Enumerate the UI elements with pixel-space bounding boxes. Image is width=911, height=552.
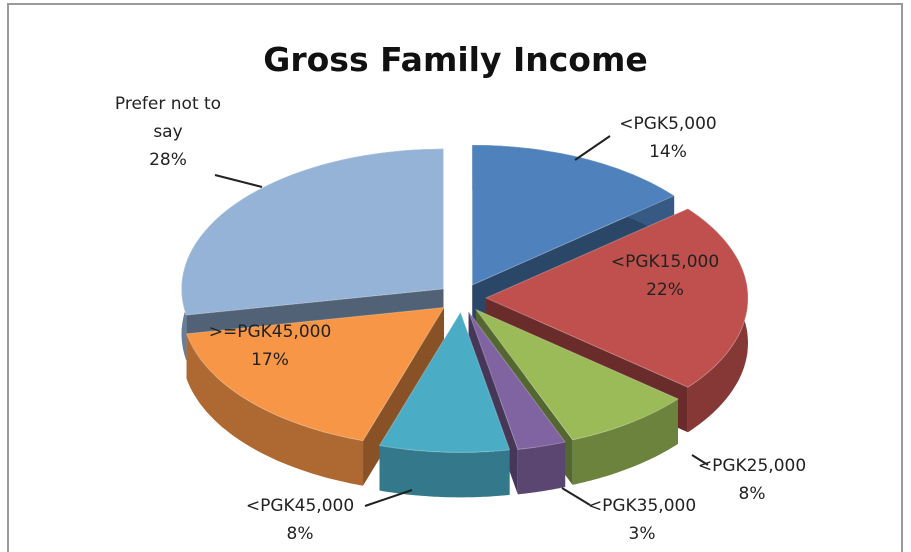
slice-top	[484, 208, 749, 388]
leader-line	[364, 489, 413, 507]
label-category: <PGK35,000	[587, 496, 697, 516]
slice-top	[471, 144, 676, 286]
slice-top	[468, 311, 566, 450]
data-label: >=PGK45,000 17%	[209, 318, 332, 374]
slice-wall	[379, 445, 510, 498]
leader-line	[214, 174, 263, 188]
label-category: <PGK15,000	[610, 252, 720, 272]
slice-top	[185, 306, 445, 442]
label-value: 3%	[628, 524, 656, 544]
slice-wall	[186, 333, 363, 486]
label-value: 8%	[286, 524, 314, 544]
label-category: <PGK45,000	[245, 496, 355, 516]
leader-line	[574, 135, 611, 161]
label-value: 14%	[649, 142, 687, 162]
slice-wall	[572, 398, 678, 485]
data-label: <PGK25,000 8%	[698, 452, 806, 508]
leader-line	[691, 454, 709, 466]
label-value: 8%	[738, 484, 766, 504]
label-category: Prefer not to say	[114, 94, 222, 142]
data-label: <PGK35,000 3%	[588, 492, 696, 548]
slice	[378, 311, 511, 498]
data-label: <PGK5,000 14%	[619, 110, 716, 166]
slice-top	[180, 148, 445, 316]
data-label: <PGK45,000 8%	[246, 492, 354, 548]
leader-line	[561, 487, 591, 506]
label-category: <PGK5,000	[619, 114, 717, 134]
slice-top	[474, 308, 680, 441]
slice-wall	[517, 442, 566, 495]
label-category: >=PGK45,000	[208, 322, 332, 342]
label-value: 22%	[646, 280, 684, 300]
label-value: 17%	[251, 350, 289, 370]
data-label: <PGK15,000 22%	[611, 248, 719, 304]
slice	[468, 311, 566, 495]
slice	[185, 306, 445, 486]
label-category: <PGK25,000	[697, 456, 807, 476]
label-value: 28%	[149, 150, 187, 170]
slice-top	[378, 311, 511, 453]
data-label: Prefer not to say 28%	[113, 90, 223, 174]
chart-title: Gross Family Income	[263, 40, 648, 79]
